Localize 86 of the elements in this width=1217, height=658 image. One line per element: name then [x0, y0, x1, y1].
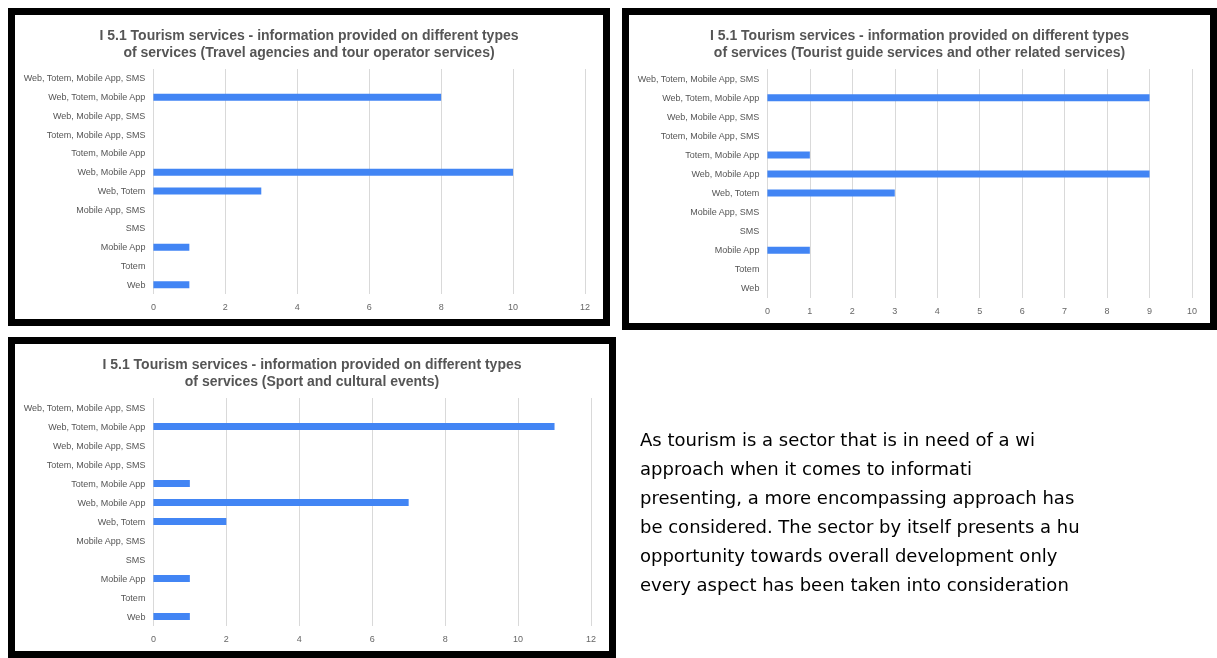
y-tick-label: Web, Totem, Mobile App, SMS: [23, 402, 146, 413]
y-tick-label: Web, Totem, Mobile App, SMS: [23, 73, 146, 84]
y-tick-label: Web: [127, 611, 146, 622]
bar: [153, 518, 227, 525]
y-tick-label: Web, Totem: [711, 188, 760, 199]
x-tick-label: 0: [764, 305, 770, 316]
y-tick-label: Totem, Mobile App, SMS: [46, 129, 146, 140]
bar: [153, 613, 190, 620]
x-tick-label: 2: [223, 633, 229, 644]
y-tick-label: Web: [741, 283, 760, 294]
y-tick-label: Mobile App, SMS: [76, 535, 146, 546]
x-tick-label: 10: [1186, 305, 1198, 316]
y-tick-label: Web, Mobile App, SMS: [52, 440, 146, 451]
bar: [153, 281, 190, 289]
bar: [767, 189, 895, 197]
bar: [767, 94, 1150, 102]
y-tick-label: Web, Mobile App: [691, 168, 760, 179]
text: As tourism is a sector that is in need of a wi: [640, 428, 1037, 452]
x-tick-label: 0: [150, 301, 156, 312]
y-tick-label: Totem, Mobile App: [71, 478, 146, 489]
x-tick-label: 9: [1147, 305, 1153, 316]
x-tick-label: 8: [442, 633, 448, 644]
x-tick-label: 12: [585, 633, 597, 644]
x-tick-label: 8: [438, 301, 444, 312]
y-tick-label: Web, Totem, Mobile App: [662, 92, 760, 103]
y-tick-label: Web, Totem, Mobile App: [48, 421, 146, 432]
x-tick-label: 6: [366, 301, 372, 312]
x-tick-label: 6: [1019, 305, 1025, 316]
x-tick-label: 6: [369, 633, 375, 644]
bar: [153, 423, 555, 430]
bar: [767, 246, 810, 254]
text: every aspect has been taken into consideration: [640, 573, 1070, 597]
y-tick-label: Web, Totem: [97, 185, 146, 196]
y-tick-label: Mobile App, SMS: [76, 204, 146, 215]
bar: [153, 575, 190, 582]
chart-title: I 5.1 Tourism services - information provided on different types of services (Sport and cultural events): [102, 355, 522, 389]
y-tick-label: Web, Mobile App, SMS: [52, 110, 146, 121]
y-tick-label: Web: [127, 279, 146, 290]
text: approach when it comes to informati: [640, 457, 973, 481]
x-tick-label: 5: [977, 305, 983, 316]
x-tick-label: 12: [579, 301, 591, 312]
y-tick-label: Web, Totem: [97, 516, 146, 527]
bar: [767, 151, 810, 159]
y-tick-label: SMS: [125, 223, 146, 234]
bar: [153, 187, 262, 195]
x-tick-label: 0: [150, 633, 156, 644]
x-tick-label: 4: [294, 301, 300, 312]
bar: [153, 480, 190, 487]
y-tick-label: Totem: [120, 260, 146, 271]
y-tick-label: Mobile App, SMS: [690, 207, 760, 218]
y-tick-label: Totem, Mobile App: [71, 148, 146, 159]
x-tick-label: 10: [508, 301, 519, 312]
y-tick-label: Mobile App: [100, 573, 146, 584]
y-tick-label: Totem, Mobile App: [685, 149, 760, 160]
x-tick-label: 2: [849, 305, 855, 316]
chart-title: I 5.1 Tourism services - information provided on different types of services (Travel agencies and tour operator services): [99, 26, 519, 60]
x-tick-label: 10: [513, 633, 524, 644]
x-tick-label: 4: [934, 305, 940, 316]
y-tick-label: SMS: [739, 226, 760, 237]
y-tick-label: Web, Totem, Mobile App, SMS: [637, 73, 760, 84]
bar: [767, 170, 1150, 178]
y-tick-label: Totem: [734, 264, 760, 275]
x-tick-label: 4: [296, 633, 302, 644]
text: presenting, a more encompassing approach has: [640, 486, 1076, 510]
chart-title: I 5.1 Tourism services - information provided on different types of services (Tourist guide services and other related services): [709, 26, 1130, 60]
y-tick-label: Web, Mobile App, SMS: [666, 111, 760, 122]
text: opportunity towards overall development only: [640, 544, 1059, 568]
bar: [153, 93, 442, 101]
y-tick-label: Totem, Mobile App, SMS: [46, 459, 146, 470]
y-tick-label: SMS: [125, 554, 146, 565]
y-tick-label: Web, Mobile App: [77, 167, 146, 178]
y-tick-label: Mobile App: [100, 242, 146, 253]
bar: [153, 499, 409, 506]
x-tick-label: 7: [1062, 305, 1068, 316]
x-tick-label: 3: [892, 305, 898, 316]
x-tick-label: 2: [222, 301, 228, 312]
x-tick-label: 1: [807, 305, 813, 316]
x-tick-label: 8: [1104, 305, 1110, 316]
y-tick-label: Totem: [120, 592, 146, 603]
text: be considered. The sector by itself presents a hu: [640, 515, 1081, 539]
bar: [153, 243, 190, 251]
y-tick-label: Web, Mobile App: [77, 497, 146, 508]
y-tick-label: Web, Totem, Mobile App: [48, 92, 146, 103]
bar: [153, 168, 514, 176]
y-tick-label: Mobile App: [714, 245, 760, 256]
y-tick-label: Totem, Mobile App, SMS: [660, 130, 760, 141]
